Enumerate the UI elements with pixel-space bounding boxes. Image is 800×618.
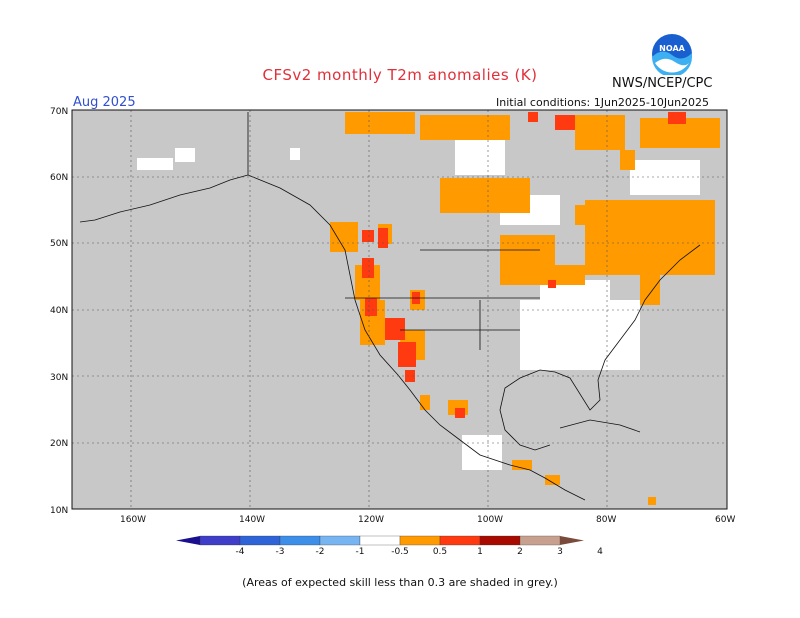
colorbar-segment bbox=[279, 535, 321, 546]
lon-tick: 160W bbox=[120, 515, 146, 525]
skill-footnote: (Areas of expected skill less than 0.3 a… bbox=[242, 576, 558, 589]
colorbar-label: 0.5 bbox=[433, 547, 447, 557]
map-frame bbox=[71, 109, 728, 510]
colorbar-label: 3 bbox=[557, 547, 563, 557]
lat-tick: 20N bbox=[50, 439, 68, 449]
noaa-logo-text: NOAA bbox=[659, 44, 685, 53]
colorbar-segment bbox=[199, 535, 241, 546]
colorbar-segment bbox=[239, 535, 281, 546]
colorbar-segment bbox=[399, 535, 441, 546]
colorbar-arrow-high bbox=[560, 536, 584, 545]
lat-tick: 40N bbox=[50, 306, 68, 316]
near-normal-regions bbox=[137, 140, 700, 470]
colorbar-segment bbox=[439, 535, 481, 546]
lat-tick: 30N bbox=[50, 373, 68, 383]
lat-axis: 10N 20N 30N 40N 50N 60N 70N bbox=[50, 107, 68, 516]
initial-conditions: Initial conditions: 1Jun2025-10Jun2025 bbox=[496, 96, 710, 109]
colorbar-label: -1 bbox=[356, 547, 365, 557]
lat-tick: 60N bbox=[50, 173, 68, 183]
lat-tick: 70N bbox=[50, 107, 68, 117]
colorbar-segment bbox=[319, 535, 361, 546]
forecast-month: Aug 2025 bbox=[73, 95, 136, 110]
noaa-logo: NOAA bbox=[651, 33, 693, 77]
lon-axis: 160W 140W 120W 100W 80W 60W bbox=[120, 515, 735, 525]
colorbar-label: -0.5 bbox=[391, 547, 409, 557]
lon-tick: 140W bbox=[239, 515, 265, 525]
colorbar-label: -2 bbox=[316, 547, 325, 557]
colorbar-segment bbox=[519, 535, 561, 546]
lon-tick: 120W bbox=[358, 515, 384, 525]
colorbar-label: 2 bbox=[517, 547, 523, 557]
lon-tick: 100W bbox=[477, 515, 503, 525]
graticule bbox=[72, 110, 727, 509]
colorbar: -4 -3 -2 -1 -0.5 0.5 1 2 3 4 bbox=[176, 535, 603, 557]
coastlines bbox=[79, 112, 701, 501]
colorbar-segment bbox=[479, 535, 521, 546]
agency-label: NWS/NCEP/CPC bbox=[612, 76, 713, 91]
lon-tick: 60W bbox=[715, 515, 735, 525]
colorbar-label: -4 bbox=[236, 547, 245, 557]
colorbar-label: -3 bbox=[276, 547, 285, 557]
colorbar-arrow-low bbox=[176, 536, 200, 545]
lat-tick: 50N bbox=[50, 239, 68, 249]
map-title: CFSv2 monthly T2m anomalies (K) bbox=[262, 66, 538, 84]
colorbar-label: 4 bbox=[597, 547, 603, 557]
colorbar-label: 1 bbox=[477, 547, 483, 557]
lon-tick: 80W bbox=[596, 515, 616, 525]
colorbar-segment bbox=[359, 535, 401, 546]
lat-tick: 10N bbox=[50, 506, 68, 516]
